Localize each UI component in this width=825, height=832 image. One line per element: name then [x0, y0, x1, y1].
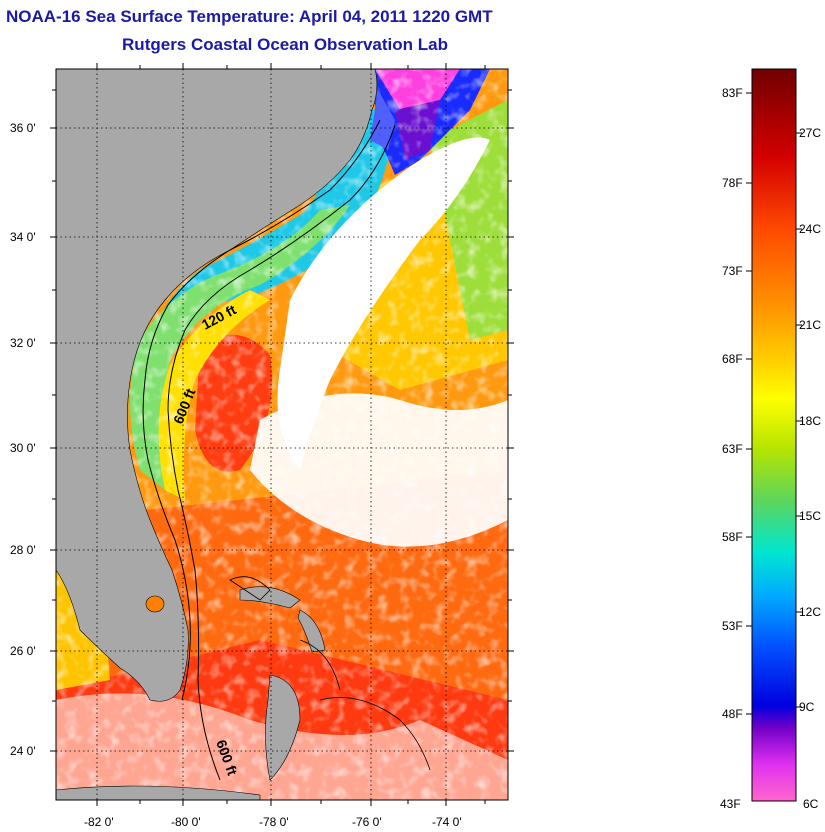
lon-label: -80 0' [171, 815, 201, 829]
colorbar-gradient [751, 68, 797, 802]
cuba-coast [56, 785, 261, 800]
map-subtitle: Rutgers Coastal Ocean Observation Lab [122, 35, 448, 54]
longitude-labels: -82 0' -80 0' -78 0' -76 0' -74 0' [84, 815, 462, 829]
andros-island [265, 674, 301, 781]
lat-label: 34 0' [10, 230, 36, 244]
lat-label: 32 0' [10, 336, 36, 350]
lon-label: -78 0' [259, 815, 289, 829]
colorbar-fahrenheit-labels: 83F 78F 73F 68F 63F 58F 53F 48F 43F [720, 86, 743, 811]
lon-label: -82 0' [84, 815, 114, 829]
map-title: NOAA-16 Sea Surface Temperature: April 0… [6, 7, 493, 26]
abaco-island [297, 609, 326, 653]
bahamas-bank-contours [229, 576, 431, 771]
lake-okeechobee [145, 595, 165, 613]
lat-label: 26 0' [10, 644, 36, 658]
temperature-colorbar: 83F 78F 73F 68F 63F 58F 53F 48F 43F 27C … [720, 68, 821, 811]
contour-600ft [167, 124, 396, 781]
map-frame [55, 68, 509, 801]
celsius-label: 15C [799, 509, 821, 523]
latitude-labels: 36 0' 34 0' 32 0' 30 0' 28 0' 26 0' 24 0… [10, 121, 36, 758]
lat-label: 28 0' [10, 543, 36, 557]
fahrenheit-label: 78F [722, 176, 743, 190]
fahrenheit-label: 53F [722, 619, 743, 633]
fahrenheit-label: 83F [722, 86, 743, 100]
lon-label: -76 0' [352, 815, 382, 829]
gulf-coast-land [56, 490, 72, 565]
celsius-label: 9C [799, 700, 815, 714]
graticule [56, 69, 508, 800]
fahrenheit-label: 48F [722, 707, 743, 721]
fahrenheit-label: 58F [722, 530, 743, 544]
pamlico-sound [370, 90, 395, 150]
colorbar-ticks [746, 92, 802, 715]
map-ticks [50, 63, 514, 806]
celsius-label: 18C [799, 414, 821, 428]
celsius-label: 24C [799, 222, 821, 236]
colorbar-celsius-labels: 27C 24C 21C 18C 15C 12C 9C 6C [799, 126, 821, 811]
celsius-label: 12C [799, 605, 821, 619]
lat-label: 30 0' [10, 441, 36, 455]
celsius-label: 6C [803, 797, 819, 811]
fahrenheit-label: 73F [722, 264, 743, 278]
celsius-label: 21C [799, 318, 821, 332]
celsius-label: 27C [799, 126, 821, 140]
map-panel: 120 ft 600 ft 600 ft [56, 69, 508, 800]
fahrenheit-label: 68F [722, 352, 743, 366]
grand-bahama-island [239, 586, 301, 609]
lat-label: 24 0' [10, 744, 36, 758]
lon-label: -74 0' [432, 815, 462, 829]
contour-120ft [142, 119, 381, 701]
lat-label: 36 0' [10, 121, 36, 135]
fahrenheit-label: 43F [720, 797, 741, 811]
us-east-coast-land [56, 69, 378, 702]
fahrenheit-label: 63F [722, 442, 743, 456]
